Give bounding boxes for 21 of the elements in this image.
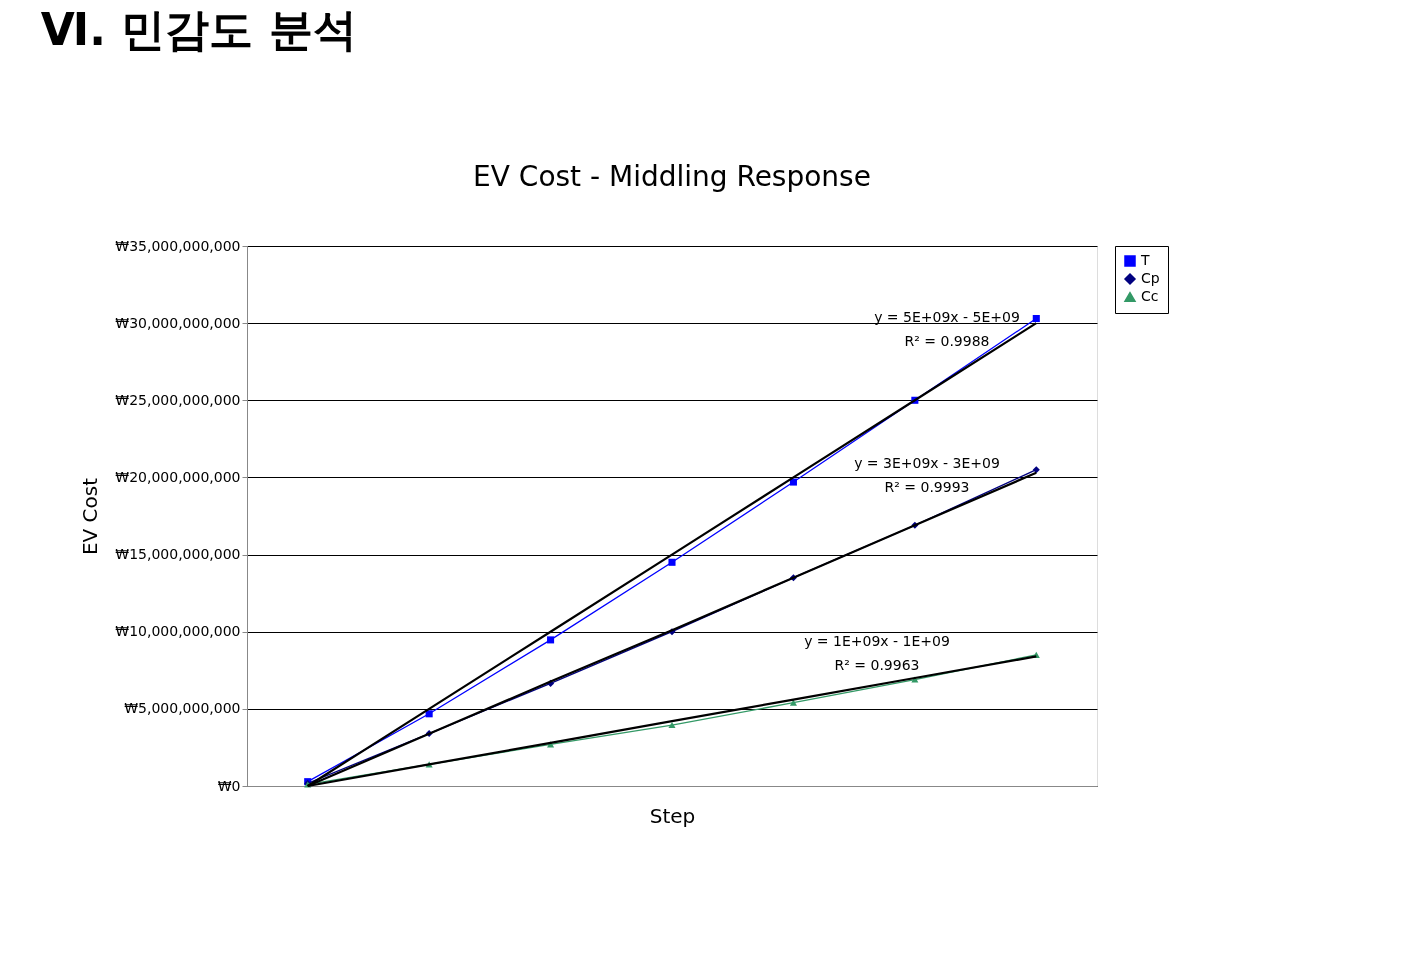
annotation: y = 1E+09x - 1E+09 [804,633,950,649]
annotation: R² = 0.9988 [904,333,990,349]
legend-label: Cp [1141,270,1160,286]
annotation: R² = 0.9993 [884,479,970,495]
y-tick-label: ₩5,000,000,000 [124,700,241,717]
annotation: R² = 0.9963 [834,657,920,673]
x-axis-title: Step [649,803,696,828]
chart-subtitle: EV Cost - Middling Response [473,160,871,193]
y-axis-title: EV Cost [78,477,103,556]
y-tick-label: ₩20,000,000,000 [115,468,241,485]
legend-label: T [1140,252,1150,268]
y-tick-label: ₩30,000,000,000 [115,314,241,331]
annotation: y = 3E+09x - 3E+09 [854,455,1000,471]
legend-label: Cc [1141,288,1159,304]
y-tick-label: ₩0 [217,777,241,794]
y-tick-label: ₩10,000,000,000 [115,623,241,640]
y-tick-label: ₩15,000,000,000 [115,546,241,563]
y-tick-label: ₩35,000,000,000 [115,237,241,254]
chart-title: Ⅵ. 민감도 분석 [40,4,357,55]
y-tick-label: ₩25,000,000,000 [115,391,241,408]
annotation: y = 5E+09x - 5E+09 [874,309,1020,325]
